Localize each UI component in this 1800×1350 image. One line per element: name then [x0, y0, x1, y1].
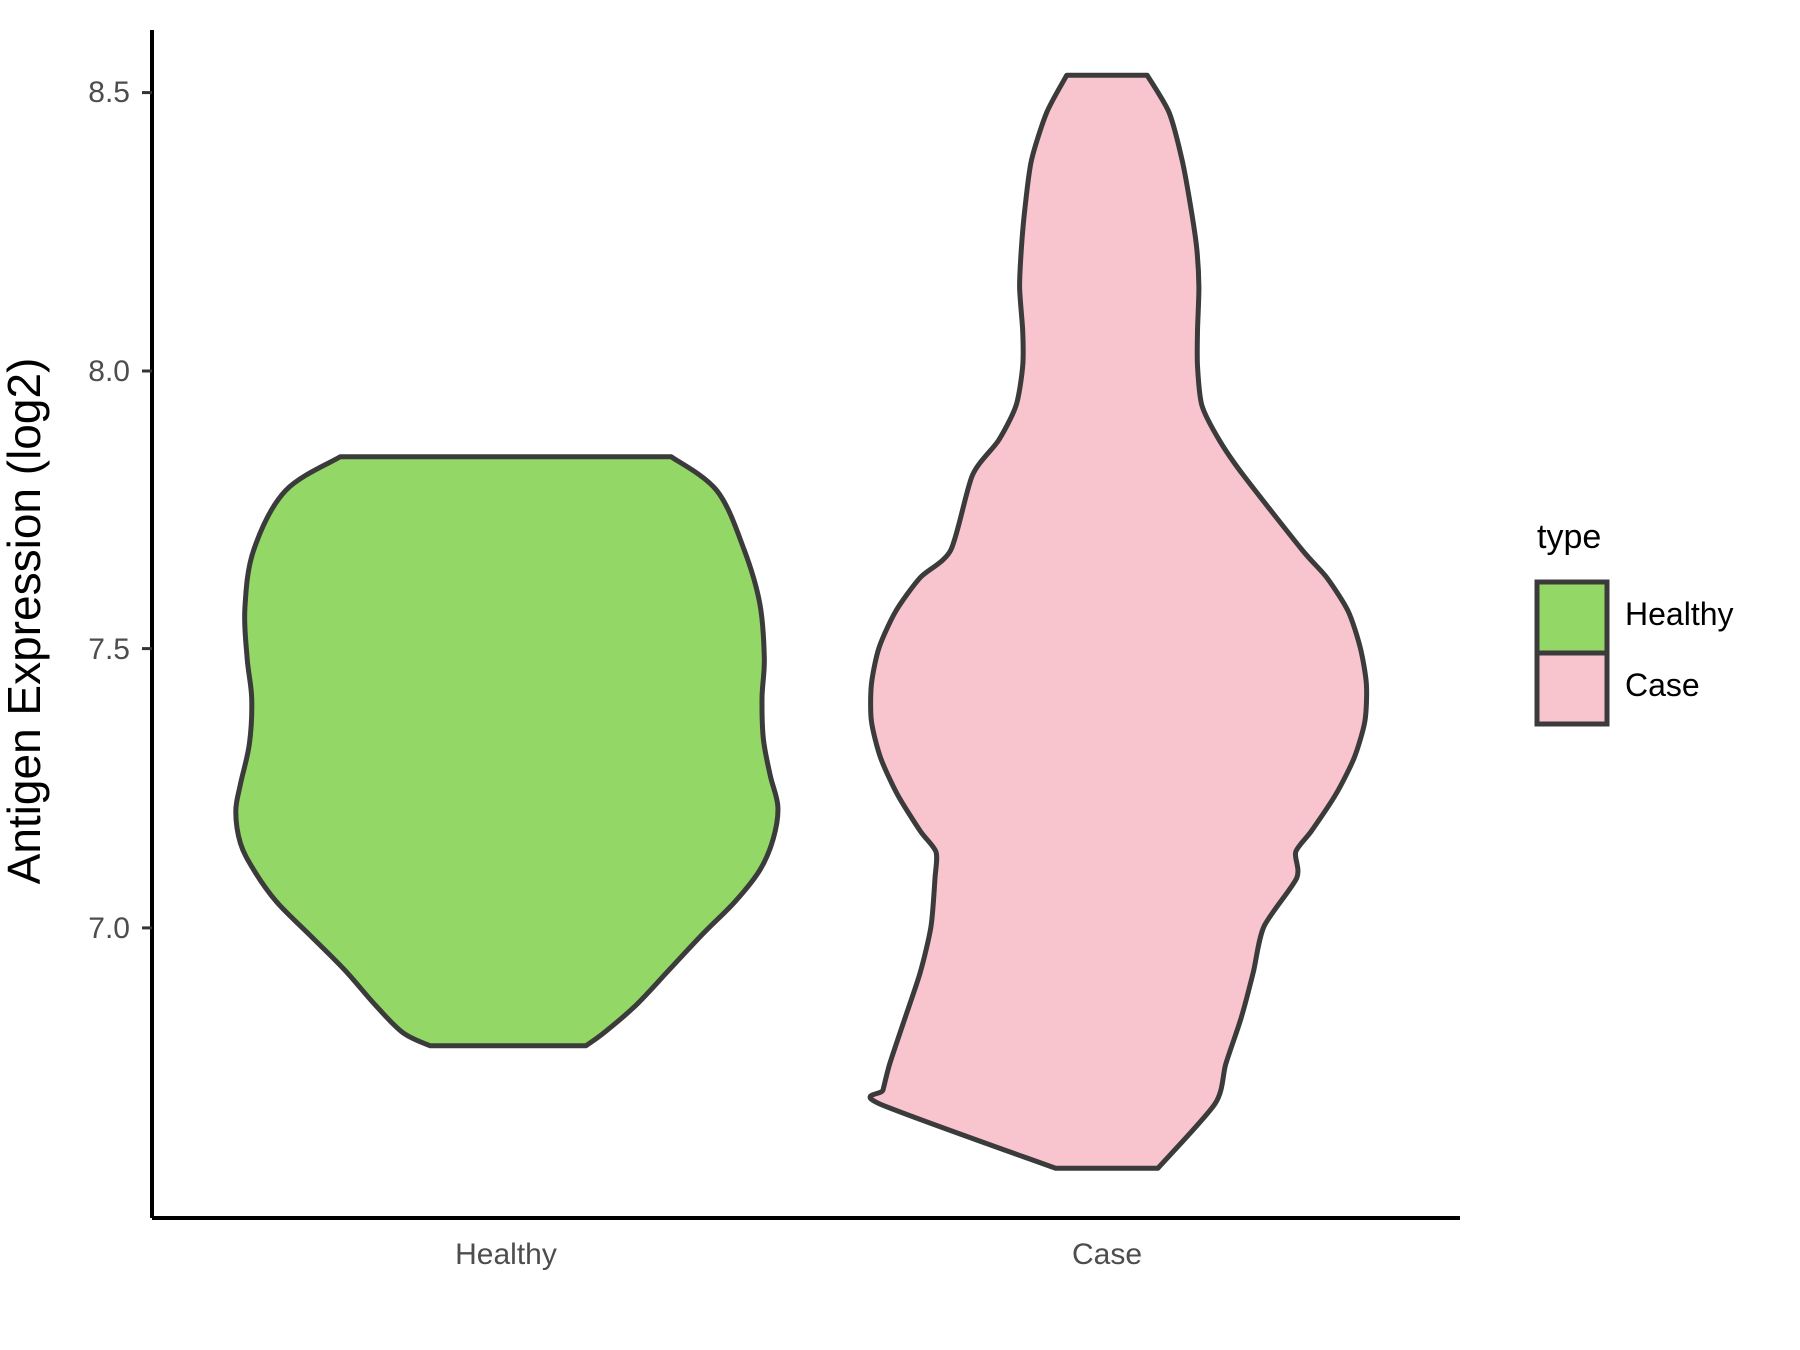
svg-text:7.0: 7.0	[88, 912, 130, 945]
svg-text:Healthy: Healthy	[455, 1238, 557, 1271]
svg-text:7.5: 7.5	[88, 633, 130, 666]
svg-text:Antigen Expression (log2): Antigen Expression (log2)	[0, 358, 50, 885]
svg-text:8.5: 8.5	[88, 76, 130, 109]
svg-text:Case: Case	[1625, 667, 1700, 703]
svg-text:8.0: 8.0	[88, 355, 130, 388]
svg-text:type: type	[1537, 518, 1601, 556]
svg-text:Healthy: Healthy	[1625, 596, 1734, 632]
svg-text:Case: Case	[1072, 1238, 1142, 1271]
